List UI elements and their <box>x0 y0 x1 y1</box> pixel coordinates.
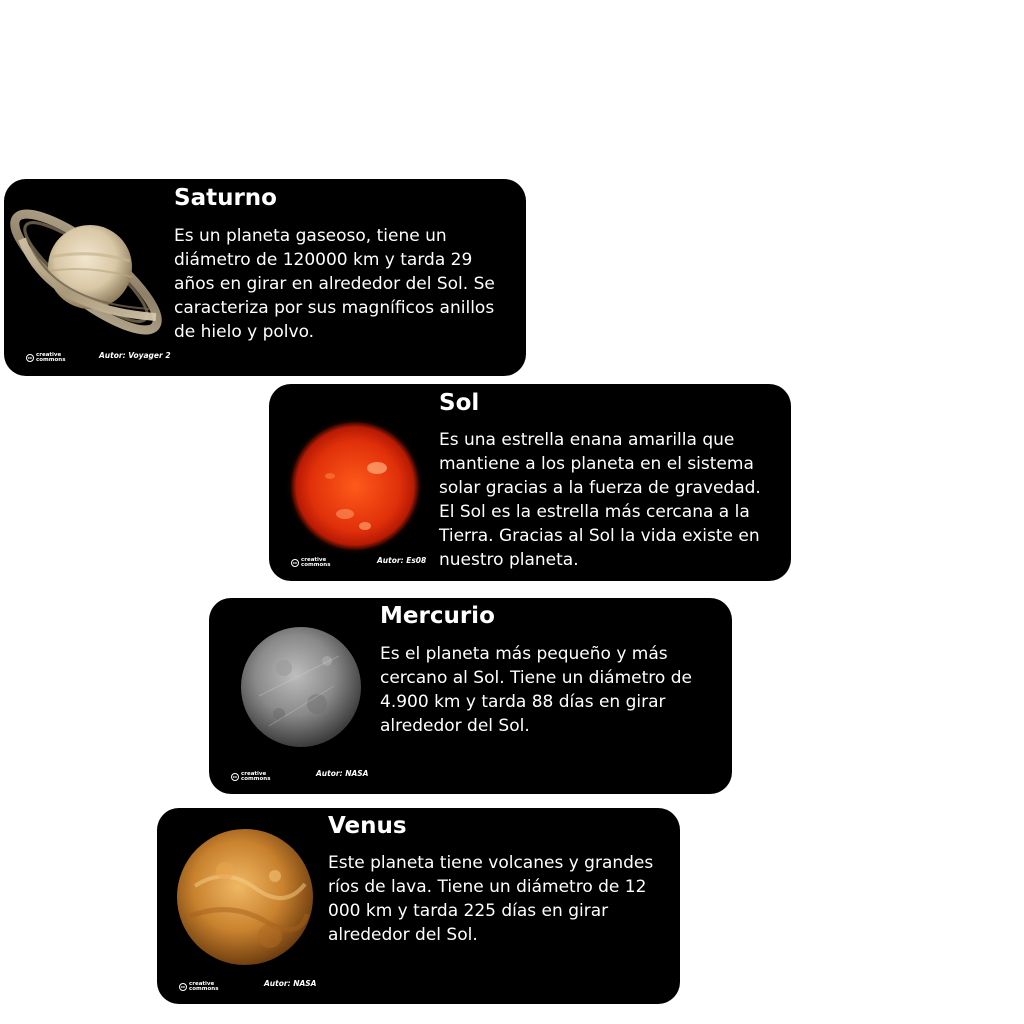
license-line-1: creative <box>241 770 267 777</box>
license-line-1: creative <box>301 556 327 563</box>
card-description: Es un planeta gaseoso, tiene un diámetro… <box>174 226 495 342</box>
cc-icon: cc <box>26 354 34 362</box>
card-description: Este planeta tiene volcanes y grandes rí… <box>328 853 654 945</box>
card-description: Es el planeta más pequeño y más cercano … <box>380 644 692 736</box>
saturn-image <box>10 209 162 335</box>
image-author: Autor: Es08 <box>377 556 427 565</box>
license-line-2: commons <box>36 357 66 363</box>
image-author: Autor: Voyager 2 <box>99 351 171 360</box>
license-line-2: commons <box>241 776 271 782</box>
card-title: Mercurio <box>380 603 495 629</box>
image-author: Autor: NASA <box>264 979 317 988</box>
creative-commons-logo: cc creative commons <box>26 352 65 364</box>
creative-commons-logo: cc creative commons <box>291 557 330 569</box>
card-title: Saturno <box>174 185 277 211</box>
creative-commons-logo: cc creative commons <box>231 771 270 783</box>
card-sol: Sol Es una estrella enana amarilla que m… <box>269 384 791 581</box>
license-line-1: creative <box>189 980 215 987</box>
mercury-image <box>241 627 361 747</box>
card-title: Sol <box>439 390 480 416</box>
card-description: Es una estrella enana amarilla que manti… <box>439 430 761 570</box>
card-saturno: Saturno Es un planeta gaseoso, tiene un … <box>4 179 526 376</box>
license-line-2: commons <box>189 986 219 992</box>
cc-icon: cc <box>179 983 187 991</box>
creative-commons-logo: cc creative commons <box>179 981 218 993</box>
card-mercurio: Mercurio Es el planeta más pequeño y más… <box>209 598 732 794</box>
image-author: Autor: NASA <box>316 769 369 778</box>
card-venus: Venus Este planeta tiene volcanes y gran… <box>157 808 680 1004</box>
card-title: Venus <box>328 813 407 839</box>
license-line-2: commons <box>301 562 331 568</box>
cc-icon: cc <box>231 773 239 781</box>
sun-image <box>285 416 425 556</box>
venus-image <box>177 829 313 965</box>
license-line-1: creative <box>36 351 62 358</box>
cc-icon: cc <box>291 559 299 567</box>
